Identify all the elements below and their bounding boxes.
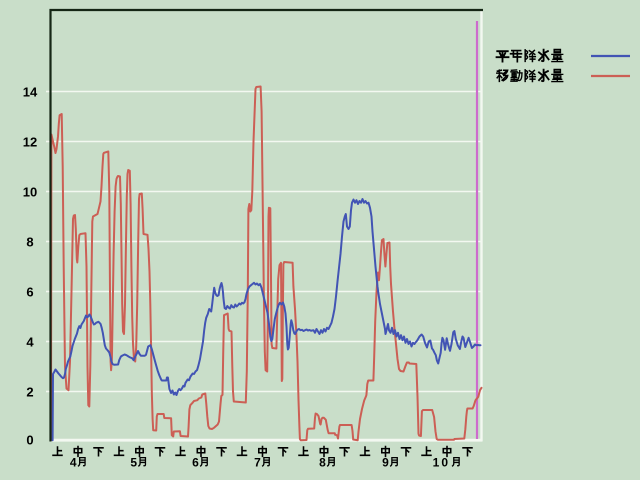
svg-text:10: 10: [433, 456, 450, 470]
svg-text:10: 10: [23, 185, 37, 200]
svg-text:8: 8: [319, 456, 326, 470]
svg-text:9: 9: [382, 456, 389, 470]
svg-text:5: 5: [130, 456, 137, 470]
svg-text:8: 8: [26, 235, 33, 250]
svg-text:7: 7: [254, 456, 261, 470]
svg-text:0: 0: [26, 433, 33, 448]
svg-text:4: 4: [70, 456, 77, 470]
svg-text:2: 2: [26, 385, 33, 400]
svg-text:4: 4: [26, 335, 34, 350]
svg-text:6: 6: [192, 456, 199, 470]
svg-text:14: 14: [23, 85, 38, 100]
svg-text:6: 6: [26, 285, 33, 300]
svg-text:12: 12: [23, 135, 37, 150]
